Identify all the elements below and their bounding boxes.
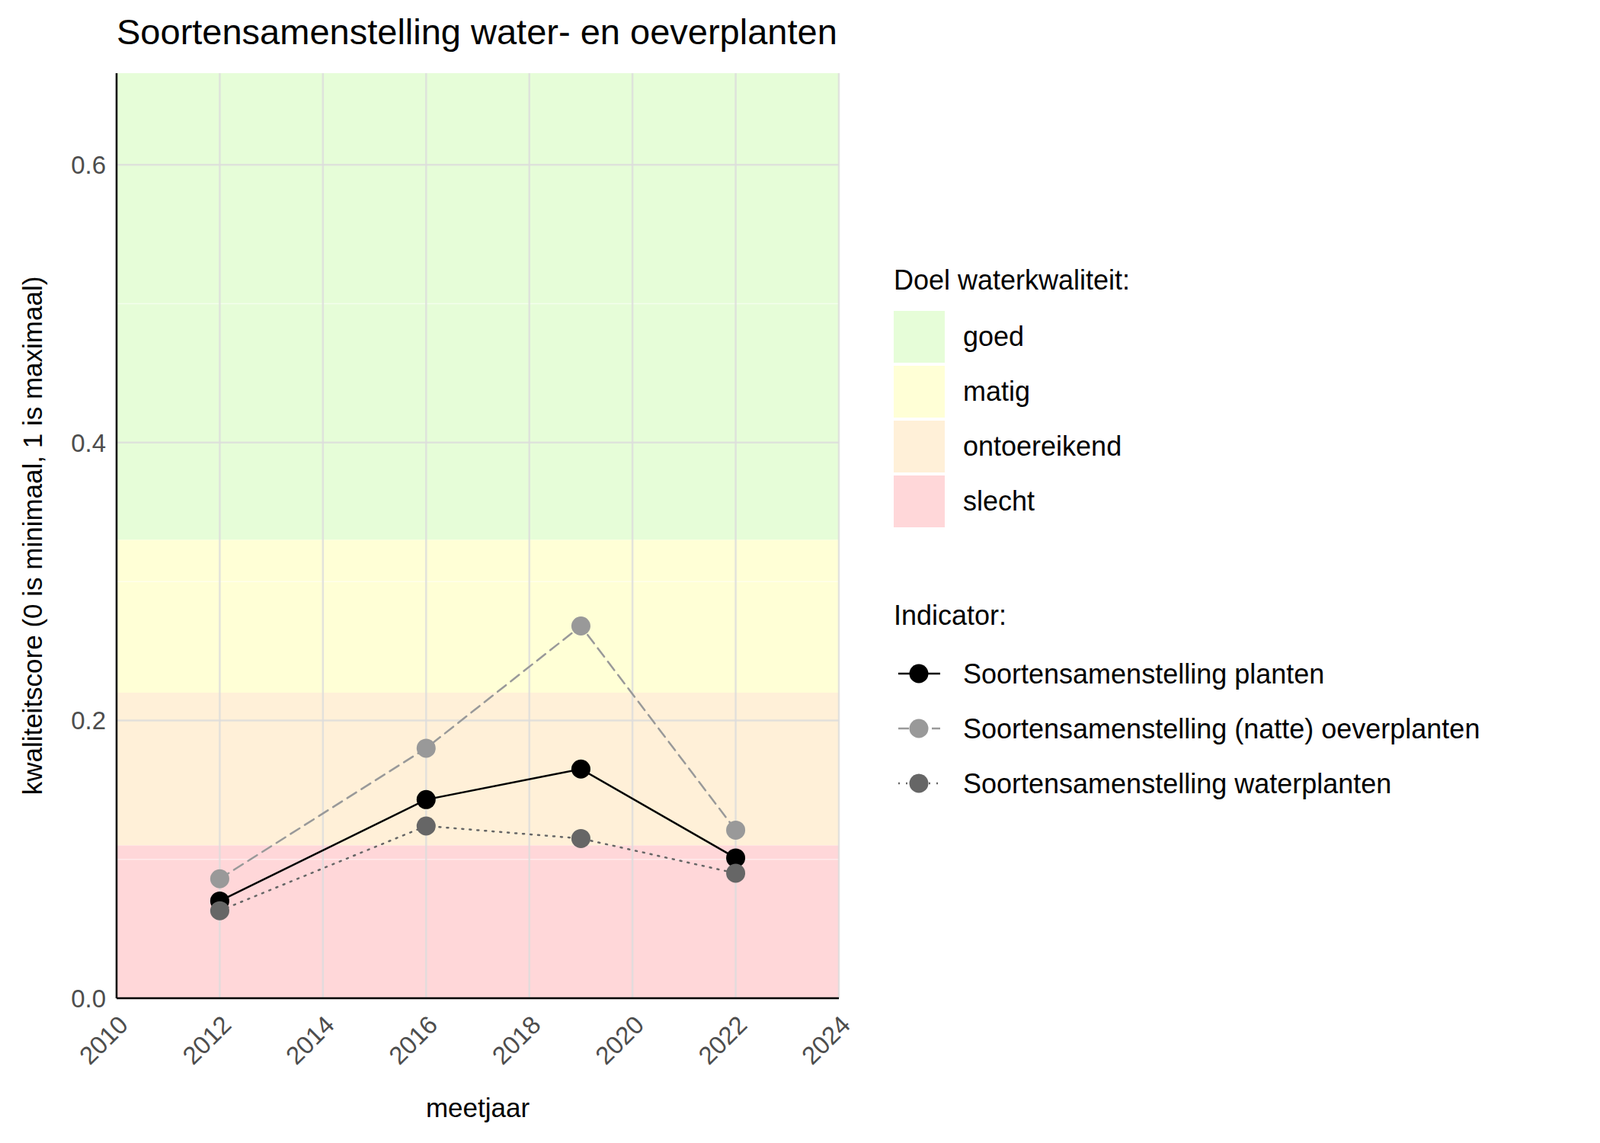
point: [726, 863, 746, 883]
legend-marker: [909, 664, 929, 684]
point: [210, 869, 230, 889]
y-axis-title: kwaliteitscore (0 is minimaal, 1 is maxi…: [17, 276, 48, 796]
legend-label: slecht: [963, 485, 1035, 517]
series-line: [219, 825, 736, 911]
series-line: [219, 625, 736, 879]
point: [571, 828, 591, 848]
band: [116, 692, 839, 846]
x-tick-label: 2012: [176, 1010, 237, 1070]
y-tick-label: 0.2: [70, 706, 106, 735]
x-axis: [116, 997, 839, 1000]
legend-label: matig: [963, 375, 1031, 407]
point: [571, 616, 591, 636]
grid-line: [425, 73, 428, 999]
grid-line: [218, 73, 221, 999]
grid-line: [322, 73, 325, 999]
band: [116, 844, 839, 999]
minor-grid: [116, 303, 839, 305]
legend-label: ontoereikend: [963, 430, 1122, 462]
x-tick-label: 2024: [796, 1010, 856, 1070]
chart: 0.0 0.2 0.4 0.6 2010 2012 2014 2016 2018 2020 2022…: [0, 0, 1600, 1143]
point: [210, 901, 230, 921]
legend-swatch: [893, 420, 945, 473]
minor-grid: [116, 580, 839, 583]
grid: [116, 73, 839, 999]
point: [416, 790, 436, 810]
legend-label: Soortensamenstelling waterplanten: [963, 768, 1392, 800]
grid-line: [115, 73, 119, 999]
grid-line: [116, 441, 839, 445]
series-line: [219, 768, 736, 901]
title: Soortensamenstelling water- en oeverplan…: [116, 11, 838, 52]
x-tick-label: 2016: [383, 1010, 443, 1070]
x-tick-label: 2010: [73, 1010, 134, 1070]
legend-swatch: [893, 475, 945, 528]
legend-swatch: [893, 310, 945, 363]
legend-title: Indicator:: [893, 599, 1007, 631]
point: [416, 816, 436, 836]
x-tick-label: 2018: [486, 1010, 547, 1070]
y-axis: [115, 73, 119, 999]
band: [116, 539, 839, 693]
x-axis-title: meetjaar: [425, 1092, 531, 1123]
grid-line: [116, 719, 839, 722]
bands: [116, 73, 839, 999]
point: [571, 759, 591, 779]
x-tick-label: 2014: [280, 1010, 340, 1070]
grid-line: [838, 73, 841, 999]
grid-line: [528, 73, 531, 999]
x-tick-label: 2020: [589, 1010, 650, 1070]
legend-label: goed: [963, 320, 1024, 352]
legend-label: Soortensamenstelling planten: [963, 658, 1325, 690]
grid-line: [116, 163, 839, 167]
y-tick-label: 0.4: [70, 428, 106, 458]
legend-label: Soortensamenstelling (natte) oeverplante…: [963, 713, 1480, 745]
band: [116, 73, 839, 540]
data: [210, 616, 746, 921]
y-tick-label: 0.6: [70, 150, 106, 180]
legend-title: Doel waterkwaliteit:: [893, 264, 1130, 296]
point: [726, 820, 746, 840]
point: [416, 738, 436, 758]
grid-line: [116, 997, 839, 1000]
y-tick-label: 0.0: [70, 984, 106, 1013]
legend-swatch: [893, 365, 945, 418]
x-tick-label: 2022: [692, 1010, 752, 1070]
legend-marker: [909, 774, 929, 794]
legend-marker: [909, 719, 929, 739]
grid-line: [631, 73, 634, 999]
